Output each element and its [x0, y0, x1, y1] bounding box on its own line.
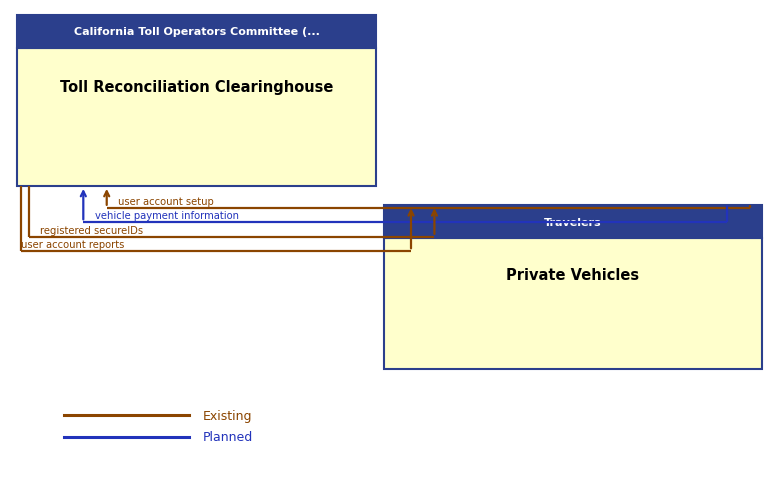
- Text: vehicle payment information: vehicle payment information: [95, 211, 239, 221]
- Text: registered secureIDs: registered secureIDs: [41, 226, 143, 235]
- Text: Existing: Existing: [203, 409, 252, 422]
- Text: user account reports: user account reports: [21, 240, 124, 250]
- Text: California Toll Operators Committee (...: California Toll Operators Committee (...: [74, 27, 319, 37]
- Bar: [17, 48, 376, 187]
- Bar: [17, 16, 376, 48]
- Text: Planned: Planned: [203, 430, 253, 443]
- Bar: [384, 239, 762, 369]
- Text: Private Vehicles: Private Vehicles: [507, 268, 640, 283]
- Text: user account setup: user account setup: [118, 197, 215, 207]
- Bar: [384, 206, 762, 239]
- Text: Toll Reconciliation Clearinghouse: Toll Reconciliation Clearinghouse: [60, 80, 333, 95]
- Text: Travelers: Travelers: [544, 217, 601, 227]
